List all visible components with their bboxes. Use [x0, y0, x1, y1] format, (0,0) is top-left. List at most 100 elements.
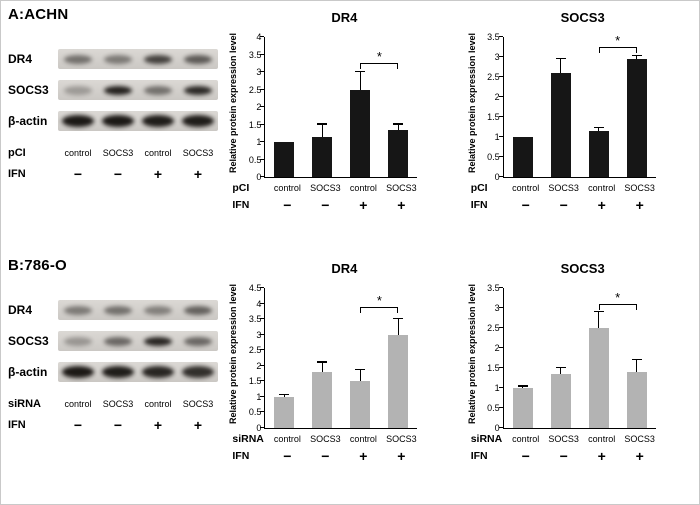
y-tick-label: 1.5 [487, 363, 500, 373]
y-tick-mark [260, 141, 265, 142]
y-tick-label: 0.5 [487, 152, 500, 162]
y-tick-mark [260, 364, 265, 366]
y-tick-label: 3.5 [487, 283, 500, 293]
y-tick-mark [498, 116, 503, 117]
lane-label: control [64, 147, 92, 158]
ifn-signs: − − + + [507, 447, 659, 465]
error-bar-cap [393, 123, 404, 125]
y-tick-label: 3 [494, 303, 500, 313]
ifn-row-label: IFN [470, 199, 488, 211]
y-tick-mark [498, 427, 503, 428]
plot-area: 0 0.5 1 1.5 2 2.5 3 3.5 4 4.5 * [249, 283, 418, 433]
error-bar-line [283, 395, 286, 397]
category-label: SOCS3 [386, 183, 417, 193]
ifn-condition-row-values: − − + + [58, 163, 218, 184]
significance-star: * [615, 290, 621, 305]
error-bar-cap [555, 366, 566, 368]
y-tick-label: 3 [256, 67, 262, 77]
blot-band [64, 336, 92, 346]
error-bar-line [597, 128, 600, 131]
panel-b-western-blots: DR4 SOCS3 β-actin [8, 300, 222, 382]
bar-socs3-3 [388, 129, 409, 177]
category-labels: control SOCS3 control SOCS3 [268, 431, 420, 447]
blot-band [102, 115, 134, 127]
ifn-condition-row-label: IFN [8, 418, 26, 431]
plot-area: 0 0.5 1 1.5 2 2.5 3 3.5 * [487, 283, 656, 433]
category-label: SOCS3 [386, 434, 417, 444]
category-label: SOCS3 [310, 183, 341, 193]
y-tick-label: 0 [494, 423, 500, 433]
chart-title: SOCS3 [560, 10, 605, 25]
category-label: control [273, 434, 301, 444]
bar-chart-a-socs3: SOCS3 Relative protein expression level … [461, 6, 699, 252]
ifn-condition-row: IFN − − + + [8, 414, 222, 435]
lane-label: control [144, 147, 172, 158]
blot-band [104, 336, 132, 346]
y-tick-label: 2 [494, 343, 500, 353]
category-label: SOCS3 [310, 434, 341, 444]
ifn-sign: − [113, 165, 123, 182]
error-bar-line [635, 56, 638, 59]
ifn-sign: − [73, 165, 83, 182]
error-bar-cap [593, 310, 604, 312]
blot-image [58, 362, 218, 382]
panel-a-blot-column: A:ACHN DR4 SOCS3 β-actin pCI control SOCS3 co… [1, 6, 222, 252]
significance-bracket [598, 304, 637, 310]
bar-control-0 [512, 388, 533, 428]
error-bar-line [597, 312, 600, 328]
group-row-label: siRNA [470, 433, 503, 445]
error-bar-line [397, 124, 400, 130]
y-tick-label: 2 [256, 360, 262, 371]
ifn-sign: − [113, 416, 123, 433]
significance-bracket [360, 63, 399, 70]
chart-body: Relative protein expression level 0 0.5 1 1… [465, 28, 699, 182]
ifn-row: IFN − − + + [465, 447, 699, 465]
ifn-row-label: IFN [470, 450, 488, 462]
y-tick-mark [260, 53, 265, 55]
y-tick-label: 3.5 [487, 32, 500, 42]
blot-band [144, 85, 172, 95]
bar-control-0 [512, 137, 533, 177]
y-tick-mark [498, 136, 503, 137]
blot-band [102, 366, 134, 378]
y-tick-mark [260, 88, 265, 90]
y-tick-mark [498, 176, 503, 177]
ifn-condition-row-label: IFN [8, 167, 26, 180]
ifn-sign: + [153, 165, 163, 182]
y-tick-mark [498, 307, 503, 308]
y-tick-mark [498, 367, 503, 368]
bar-socs3-1 [312, 136, 333, 177]
error-bar-cap [631, 358, 642, 360]
blot-band [62, 366, 94, 378]
y-tick-mark [498, 347, 503, 348]
bar-socs3-1 [550, 374, 571, 428]
y-tick-mark [260, 36, 265, 37]
plot-area: 0 0.5 1 1.5 2 2.5 3 3.5 * [487, 32, 656, 182]
category-label: control [349, 434, 377, 444]
y-tick-label: 0.5 [248, 154, 262, 165]
plot-wrap: 0 0.5 1 1.5 2 2.5 3 3.5 * [479, 279, 656, 433]
significance-star: * [376, 49, 382, 65]
blot-band [104, 85, 132, 95]
bar-control-0 [274, 396, 295, 428]
ifn-sign: + [597, 197, 606, 213]
x-category-row: siRNA control SOCS3 control SOCS3 [465, 431, 699, 447]
y-tick-label: 1 [256, 391, 262, 402]
blot-image [58, 300, 218, 320]
blot-band [64, 305, 92, 315]
plot-area: 0 0.5 1 1.5 2 2.5 3 3.5 4 * [249, 32, 418, 182]
y-tick-mark [260, 302, 265, 304]
error-bar-cap [393, 317, 404, 320]
category-label: control [512, 434, 540, 444]
blot-image [58, 111, 218, 131]
chart-body: Relative protein expression level 0 0.5 1 1… [465, 279, 699, 433]
significance-star: * [615, 33, 621, 48]
error-bar-cap [517, 385, 528, 387]
blot-label: DR4 [8, 303, 33, 317]
blot-row-socs3: SOCS3 [8, 80, 222, 100]
ifn-sign: + [397, 448, 406, 464]
blot-image [58, 80, 218, 100]
ifn-condition-row-values: − − + + [58, 414, 218, 435]
blot-row--actin: β-actin [8, 362, 222, 382]
y-tick-mark [260, 123, 265, 125]
